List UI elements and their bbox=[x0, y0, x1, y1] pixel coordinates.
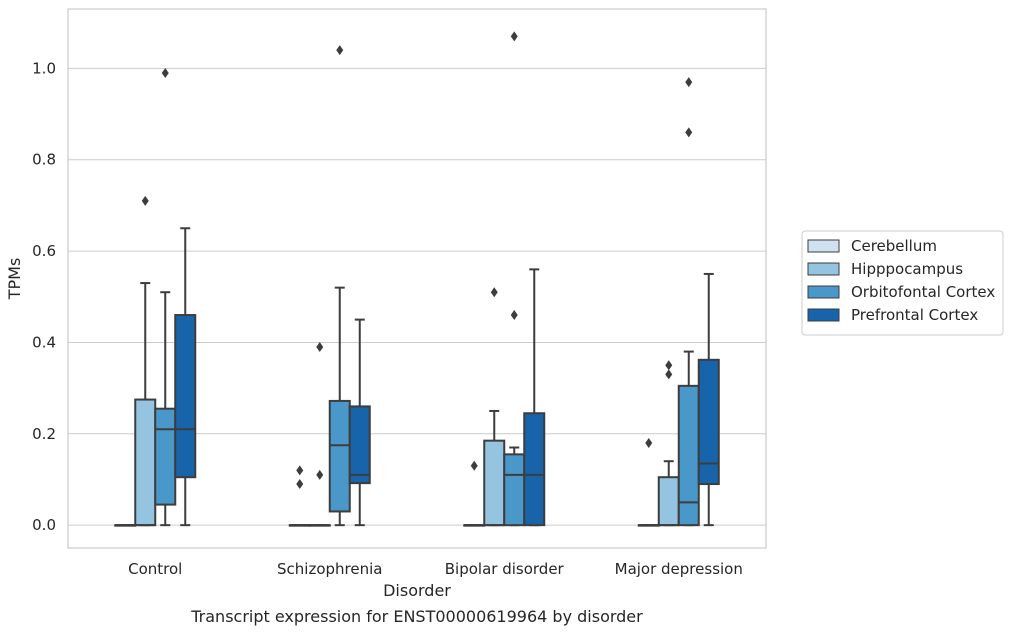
box-body bbox=[677, 384, 700, 527]
box-prefrontal-cortex-schizophrenia bbox=[348, 318, 371, 527]
x-tick-label: Major depression bbox=[615, 560, 743, 578]
x-axis-ticks: Control Schizophrenia Bipolar disorder Majo… bbox=[128, 560, 743, 578]
box-body bbox=[483, 439, 506, 527]
box-body bbox=[697, 358, 720, 486]
legend: Cerebellum Hipppocampus Orbitofontal Corte… bbox=[801, 230, 1004, 336]
box-body bbox=[523, 412, 546, 527]
box-orbitofontal-cortex-bipolar-disorder bbox=[503, 31, 526, 527]
y-tick-label: 0.4 bbox=[32, 333, 56, 351]
y-axis-ticks: 0.0 0.2 0.4 0.6 0.8 1.0 bbox=[32, 59, 56, 534]
box-orbitofontal-cortex-major-depression bbox=[677, 77, 700, 527]
x-tick-label: Schizophrenia bbox=[277, 560, 382, 578]
outlier-point bbox=[510, 310, 518, 321]
box-body bbox=[328, 399, 351, 513]
outlier-point bbox=[336, 45, 344, 56]
legend-label: Prefrontal Cortex bbox=[851, 306, 978, 324]
box-hipppocampus-bipolar-disorder bbox=[483, 287, 506, 527]
y-tick-label: 0.8 bbox=[32, 151, 56, 169]
outlier-point bbox=[316, 342, 324, 353]
outlier-point bbox=[316, 469, 324, 480]
x-axis-label: Disorder bbox=[383, 581, 451, 600]
legend-label: Cerebellum bbox=[851, 237, 937, 255]
outlier-point bbox=[490, 287, 498, 298]
outlier-point bbox=[161, 67, 169, 78]
legend-label: Orbitofontal Cortex bbox=[851, 283, 995, 301]
box-body bbox=[348, 405, 371, 485]
box-hipppocampus-control bbox=[134, 195, 157, 527]
box-cerebellum-major-depression bbox=[637, 437, 660, 527]
outlier-point bbox=[685, 127, 693, 138]
legend-swatch bbox=[807, 285, 840, 299]
y-axis-label: TPMs bbox=[5, 258, 24, 301]
box-cerebellum-control bbox=[114, 524, 137, 527]
outlier-point bbox=[470, 460, 478, 471]
plot-area-frame bbox=[67, 8, 767, 549]
outlier-point bbox=[296, 479, 304, 490]
box-body bbox=[154, 407, 177, 506]
box-orbitofontal-cortex-schizophrenia bbox=[328, 45, 351, 527]
box-prefrontal-cortex-bipolar-disorder bbox=[523, 268, 546, 527]
box-prefrontal-cortex-control bbox=[174, 227, 197, 527]
figure-caption: Transcript expression for ENST0000061996… bbox=[190, 607, 643, 626]
box-body bbox=[503, 453, 526, 527]
legend-swatch bbox=[807, 239, 840, 253]
outlier-point bbox=[685, 77, 693, 88]
legend-swatch bbox=[807, 262, 840, 276]
legend-label: Hipppocampus bbox=[851, 260, 963, 278]
box-prefrontal-cortex-major-depression bbox=[697, 272, 720, 527]
box-body bbox=[134, 398, 157, 527]
box-body bbox=[174, 314, 197, 479]
box-cerebellum-bipolar-disorder bbox=[463, 460, 486, 527]
legend-frame bbox=[801, 230, 1004, 336]
y-tick-label: 0.6 bbox=[32, 242, 56, 260]
outlier-point bbox=[296, 465, 304, 476]
outlier-point bbox=[141, 195, 149, 206]
outlier-point bbox=[510, 31, 518, 42]
box-body bbox=[657, 476, 680, 527]
outlier-point bbox=[645, 437, 653, 448]
y-tick-label: 1.0 bbox=[32, 59, 56, 77]
box-hipppocampus-schizophrenia bbox=[308, 342, 331, 527]
legend-swatch bbox=[807, 308, 840, 322]
outlier-point bbox=[665, 369, 673, 380]
box-cerebellum-schizophrenia bbox=[288, 465, 311, 527]
x-tick-label: Bipolar disorder bbox=[445, 560, 565, 578]
y-tick-label: 0.0 bbox=[32, 516, 56, 534]
box-hipppocampus-major-depression bbox=[657, 360, 680, 527]
outlier-point bbox=[665, 360, 673, 371]
box-orbitofontal-cortex-control bbox=[154, 67, 177, 527]
y-tick-label: 0.2 bbox=[32, 425, 56, 443]
box-series bbox=[114, 31, 720, 527]
x-tick-label: Control bbox=[128, 560, 182, 578]
